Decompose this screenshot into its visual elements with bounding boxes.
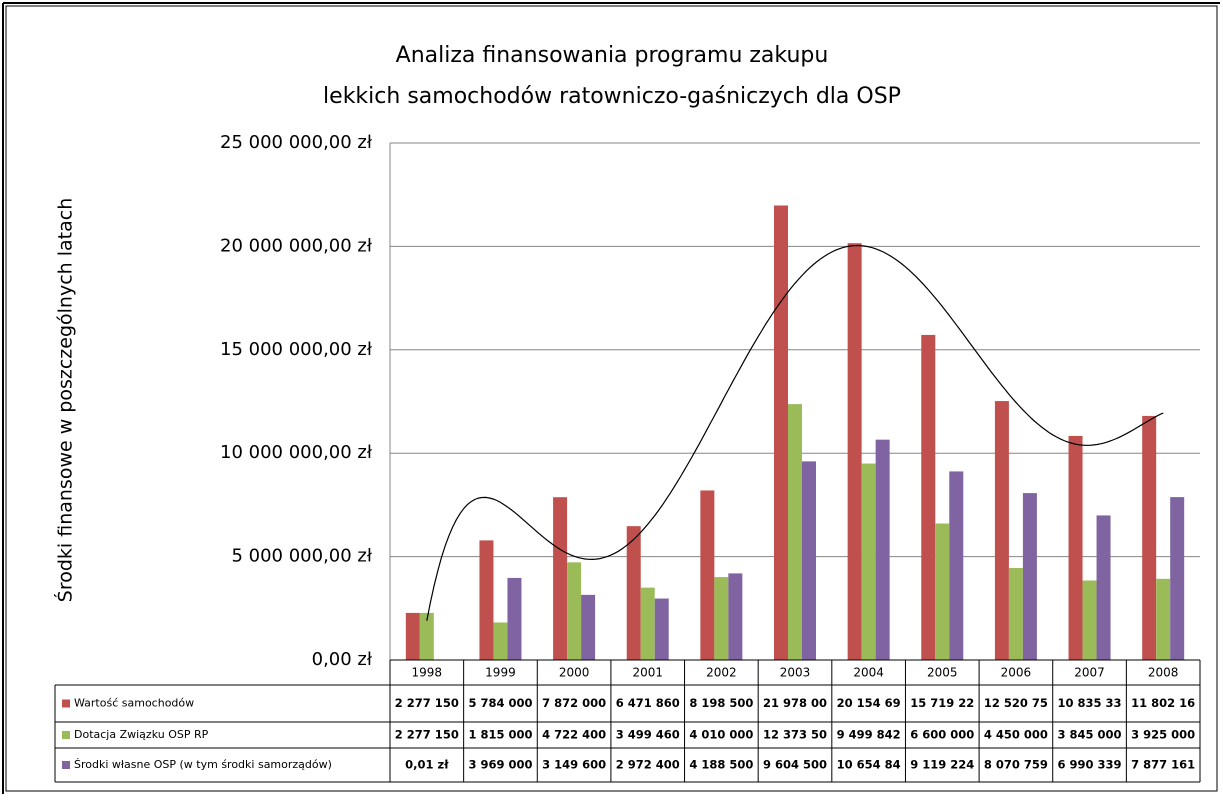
y-tick-label: 0,00 zł [312, 649, 373, 670]
legend-key [62, 699, 70, 708]
table-cell: 10 654 84 [837, 758, 901, 772]
table-cell: 4 722 400 [542, 728, 606, 742]
x-tick-label: 2004 [853, 666, 884, 680]
table-cell: 3 149 600 [542, 758, 606, 772]
table-cell: 1 815 000 [468, 728, 532, 742]
table-cell: 2 277 150 [395, 696, 459, 710]
bar [419, 612, 434, 660]
bar [861, 463, 876, 660]
table-cell: 8 070 759 [984, 758, 1048, 772]
x-tick-label: 2008 [1148, 666, 1179, 680]
table-cell: 12 520 75 [984, 696, 1048, 710]
table-cell: 21 978 00 [763, 696, 827, 710]
bar [700, 490, 715, 660]
table-cell: 3 845 000 [1058, 728, 1122, 742]
table-cell: 9 499 842 [837, 728, 901, 742]
table-cell: 4 188 500 [689, 758, 753, 772]
table-cell: 3 499 460 [616, 728, 680, 742]
x-tick-label: 2003 [780, 666, 811, 680]
chart-title: Analiza finansowania programu zakupu [396, 43, 829, 68]
x-tick-label: 2002 [706, 666, 737, 680]
y-tick-label: 15 000 000,00 zł [220, 339, 373, 360]
y-tick-label: 10 000 000,00 zł [220, 442, 373, 463]
bar [405, 612, 420, 660]
bar [626, 526, 641, 660]
bar [1008, 567, 1023, 660]
legend-label: Środki własne OSP (w tym środki samorząd… [74, 758, 332, 771]
x-tick-label: 2001 [632, 666, 663, 680]
chart-title: lekkich samochodów ratowniczo-gaśniczych… [323, 84, 901, 109]
table-cell: 10 835 33 [1058, 696, 1122, 710]
x-tick-label: 1999 [485, 666, 516, 680]
table-cell: 9 119 224 [910, 758, 974, 772]
table-cell: 3 925 000 [1131, 728, 1195, 742]
x-tick-label: 2005 [927, 666, 958, 680]
y-axis-title: Środki finansowe w poszczególnych latach [53, 198, 77, 602]
table-cell: 15 719 22 [910, 696, 974, 710]
bar [935, 523, 950, 660]
x-tick-label: 2000 [559, 666, 590, 680]
bar [507, 577, 522, 660]
table-cell: 12 373 50 [763, 728, 827, 742]
trendline [426, 244, 1164, 621]
bar [994, 401, 1009, 660]
bar [479, 540, 494, 660]
x-tick-label: 2006 [1001, 666, 1032, 680]
bar [1068, 435, 1083, 660]
legend-key [62, 731, 70, 739]
table-cell: 3 969 000 [468, 758, 532, 772]
legend-label: Wartość samochodów [74, 697, 194, 710]
table-cell: 6 600 000 [910, 728, 974, 742]
chart-border [5, 5, 1218, 792]
bar [553, 497, 568, 660]
bar [567, 562, 582, 660]
y-tick-label: 5 000 000,00 zł [231, 546, 372, 567]
table-cell: 5 784 000 [468, 696, 532, 710]
bar [1082, 580, 1097, 660]
table-cell: 6 471 860 [616, 696, 680, 710]
table-cell: 6 990 339 [1058, 758, 1122, 772]
bar [1022, 493, 1037, 660]
legend-key [62, 761, 70, 769]
y-tick-label: 20 000 000,00 zł [220, 235, 373, 256]
bar [1170, 497, 1185, 660]
bar [774, 205, 788, 660]
table-cell: 9 604 500 [763, 758, 827, 772]
bar [1156, 578, 1171, 660]
table-cell: 8 198 500 [689, 696, 753, 710]
bar [654, 598, 669, 660]
x-tick-label: 1998 [412, 666, 443, 680]
table-cell: 7 877 161 [1131, 758, 1195, 772]
bar [1142, 415, 1157, 660]
table-cell: 7 872 000 [542, 696, 606, 710]
x-tick-label: 2007 [1074, 666, 1105, 680]
bar [875, 439, 890, 660]
table-cell: 20 154 69 [837, 696, 901, 710]
bar [728, 573, 743, 660]
bar [714, 577, 729, 660]
table-cell: 0,01 zł [405, 758, 449, 772]
bar [1096, 515, 1111, 660]
table-cell: 2 972 400 [616, 758, 680, 772]
bar [847, 243, 862, 661]
bar [921, 334, 936, 660]
bar [802, 461, 816, 660]
bar [581, 594, 596, 660]
table-cell: 4 450 000 [984, 728, 1048, 742]
bar [493, 622, 508, 660]
bar [640, 587, 655, 660]
table-cell: 11 802 16 [1131, 696, 1195, 710]
y-tick-label: 25 000 000,00 zł [220, 132, 373, 153]
table-cell: 4 010 000 [689, 728, 753, 742]
bar [788, 404, 802, 660]
table-cell: 2 277 150 [395, 728, 459, 742]
bar [949, 471, 964, 660]
legend-label: Dotacja Związku OSP RP [74, 728, 209, 741]
